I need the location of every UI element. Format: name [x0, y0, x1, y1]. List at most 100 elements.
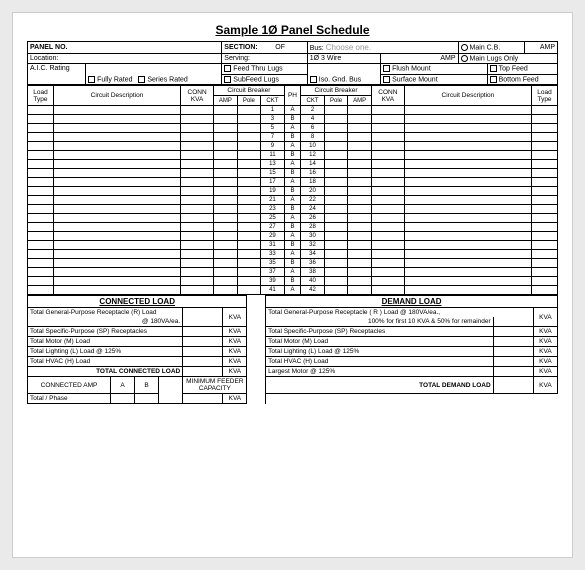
- lt-r[interactable]: [532, 232, 558, 241]
- kva-r[interactable]: [371, 277, 404, 286]
- kva-r[interactable]: [371, 106, 404, 115]
- desc-l[interactable]: [53, 169, 180, 178]
- lt-l[interactable]: [28, 169, 54, 178]
- lt-r[interactable]: [532, 124, 558, 133]
- pole-r[interactable]: [324, 268, 348, 277]
- amp-r[interactable]: [348, 286, 372, 295]
- pole-r[interactable]: [324, 151, 348, 160]
- desc-l[interactable]: [53, 286, 180, 295]
- lt-r[interactable]: [532, 277, 558, 286]
- kva-r[interactable]: [371, 214, 404, 223]
- pole-l[interactable]: [237, 187, 261, 196]
- lt-r[interactable]: [532, 115, 558, 124]
- amp-l[interactable]: [214, 214, 238, 223]
- topfeed-chk[interactable]: [490, 65, 497, 72]
- pole-l[interactable]: [237, 178, 261, 187]
- desc-r[interactable]: [404, 169, 531, 178]
- dem-r2-val[interactable]: [493, 327, 533, 337]
- lt-l[interactable]: [28, 214, 54, 223]
- dem-r6-val[interactable]: [493, 367, 533, 377]
- isognd-chk[interactable]: [310, 76, 317, 83]
- desc-r[interactable]: [404, 196, 531, 205]
- pole-l[interactable]: [237, 250, 261, 259]
- lt-r[interactable]: [532, 268, 558, 277]
- amp-r[interactable]: [348, 124, 372, 133]
- total-phase-a[interactable]: [110, 394, 134, 404]
- desc-l[interactable]: [53, 268, 180, 277]
- kva-r[interactable]: [371, 115, 404, 124]
- pole-r[interactable]: [324, 160, 348, 169]
- kva-r[interactable]: [371, 205, 404, 214]
- pole-l[interactable]: [237, 232, 261, 241]
- pole-l[interactable]: [237, 268, 261, 277]
- desc-l[interactable]: [53, 178, 180, 187]
- kva-l[interactable]: [181, 277, 214, 286]
- pole-r[interactable]: [324, 259, 348, 268]
- desc-l[interactable]: [53, 124, 180, 133]
- kva-l[interactable]: [181, 259, 214, 268]
- desc-r[interactable]: [404, 268, 531, 277]
- desc-l[interactable]: [53, 160, 180, 169]
- amp-l[interactable]: [214, 232, 238, 241]
- pole-l[interactable]: [237, 106, 261, 115]
- amp-r[interactable]: [348, 214, 372, 223]
- lt-r[interactable]: [532, 178, 558, 187]
- kva-r[interactable]: [371, 241, 404, 250]
- desc-l[interactable]: [53, 106, 180, 115]
- lt-l[interactable]: [28, 223, 54, 232]
- conn-r5-val[interactable]: [183, 357, 223, 367]
- pole-r[interactable]: [324, 124, 348, 133]
- lt-l[interactable]: [28, 205, 54, 214]
- amp-l[interactable]: [214, 160, 238, 169]
- kva-r[interactable]: [371, 232, 404, 241]
- kva-r[interactable]: [371, 259, 404, 268]
- desc-r[interactable]: [404, 178, 531, 187]
- kva-l[interactable]: [181, 124, 214, 133]
- amp-r[interactable]: [348, 196, 372, 205]
- series-rated-chk[interactable]: [138, 76, 145, 83]
- lt-r[interactable]: [532, 250, 558, 259]
- kva-r[interactable]: [371, 169, 404, 178]
- pole-l[interactable]: [237, 223, 261, 232]
- pole-r[interactable]: [324, 187, 348, 196]
- lt-l[interactable]: [28, 160, 54, 169]
- amp-l[interactable]: [214, 286, 238, 295]
- desc-r[interactable]: [404, 115, 531, 124]
- dem-total-val[interactable]: [493, 377, 533, 394]
- desc-r[interactable]: [404, 241, 531, 250]
- kva-l[interactable]: [181, 286, 214, 295]
- pole-l[interactable]: [237, 259, 261, 268]
- kva-l[interactable]: [181, 268, 214, 277]
- desc-l[interactable]: [53, 151, 180, 160]
- desc-l[interactable]: [53, 214, 180, 223]
- kva-r[interactable]: [371, 268, 404, 277]
- amp-r[interactable]: [348, 115, 372, 124]
- pole-r[interactable]: [324, 133, 348, 142]
- amp-l[interactable]: [214, 106, 238, 115]
- amp-r[interactable]: [348, 232, 372, 241]
- pole-l[interactable]: [237, 133, 261, 142]
- lt-l[interactable]: [28, 133, 54, 142]
- amp-r[interactable]: [348, 268, 372, 277]
- amp-r[interactable]: [348, 250, 372, 259]
- conn-r1-val[interactable]: [183, 308, 223, 327]
- amp-l[interactable]: [214, 250, 238, 259]
- lt-r[interactable]: [532, 196, 558, 205]
- kva-l[interactable]: [181, 160, 214, 169]
- lt-r[interactable]: [532, 133, 558, 142]
- amp-r[interactable]: [348, 160, 372, 169]
- conn-r3-val[interactable]: [183, 337, 223, 347]
- lt-r[interactable]: [532, 223, 558, 232]
- desc-r[interactable]: [404, 259, 531, 268]
- pole-r[interactable]: [324, 250, 348, 259]
- amp-l[interactable]: [214, 169, 238, 178]
- pole-l[interactable]: [237, 151, 261, 160]
- lt-l[interactable]: [28, 259, 54, 268]
- lt-l[interactable]: [28, 151, 54, 160]
- lt-r[interactable]: [532, 142, 558, 151]
- kva-l[interactable]: [181, 115, 214, 124]
- desc-r[interactable]: [404, 133, 531, 142]
- kva-l[interactable]: [181, 214, 214, 223]
- amp-l[interactable]: [214, 196, 238, 205]
- amp-l[interactable]: [214, 241, 238, 250]
